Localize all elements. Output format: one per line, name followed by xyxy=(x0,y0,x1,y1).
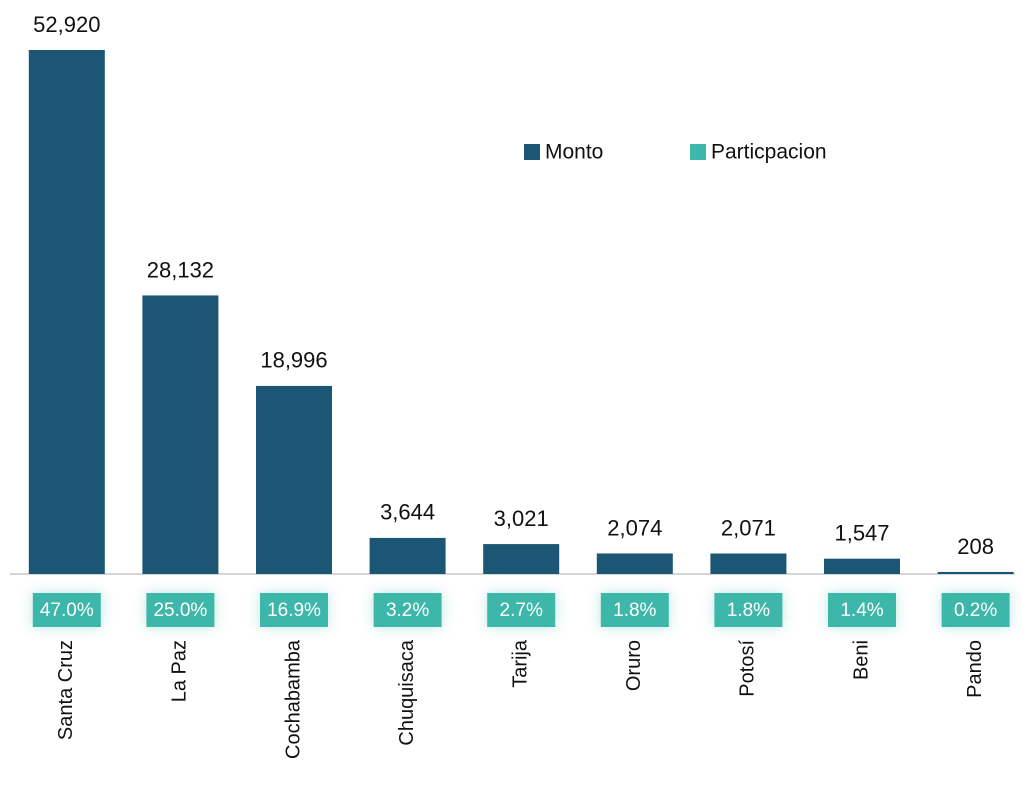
value-label: 52,920 xyxy=(33,12,100,37)
bar xyxy=(596,553,673,574)
share-label: 1.8% xyxy=(727,600,770,621)
value-label: 18,996 xyxy=(260,348,327,373)
bar xyxy=(369,537,446,574)
value-label: 28,132 xyxy=(147,257,214,282)
x-tick-label: Santa Cruz xyxy=(55,640,77,740)
share-label: 2.7% xyxy=(500,600,543,621)
share-box xyxy=(260,593,328,627)
x-tick-label: La Paz xyxy=(169,640,191,702)
legend-label: Particpacion xyxy=(711,141,827,164)
bar xyxy=(256,385,332,574)
share-label: 1.8% xyxy=(613,600,656,621)
x-tick-label: Tarija xyxy=(509,639,531,688)
share-label: 25.0% xyxy=(153,600,207,621)
legend-label: Monto xyxy=(545,141,603,164)
legend-swatch xyxy=(690,144,706,160)
share-label: 1.4% xyxy=(840,600,883,621)
x-tick-label: Chuquisaca xyxy=(396,639,418,746)
x-tick-label: Cochabamba xyxy=(282,639,304,759)
share-box xyxy=(828,593,896,627)
share-box xyxy=(146,593,215,627)
value-label: 2,074 xyxy=(607,515,662,540)
bar xyxy=(483,544,560,574)
legend-swatch xyxy=(524,144,540,160)
share-label: 47.0% xyxy=(40,600,94,621)
bar xyxy=(824,558,900,574)
value-label: 2,071 xyxy=(721,515,776,540)
share-label: 16.9% xyxy=(267,600,321,621)
share-box xyxy=(373,593,442,627)
share-box xyxy=(941,593,1010,627)
x-tick-label: Beni xyxy=(850,640,872,680)
x-tick-label: Oruro xyxy=(623,640,645,691)
value-label: 3,644 xyxy=(380,500,435,525)
bar xyxy=(28,50,105,574)
value-label: 208 xyxy=(957,534,994,559)
share-label: 3.2% xyxy=(386,600,429,621)
share-box xyxy=(487,593,556,627)
value-label: 3,021 xyxy=(494,506,549,531)
bar xyxy=(142,295,219,574)
share-box xyxy=(714,593,783,627)
bar xyxy=(710,553,787,574)
share-label: 0.2% xyxy=(954,600,997,621)
x-tick-label: Pando xyxy=(964,640,986,698)
bar xyxy=(937,571,1014,574)
share-box xyxy=(32,593,101,627)
x-tick-label: Potosí xyxy=(737,640,759,697)
value-label: 1,547 xyxy=(834,520,889,545)
share-box xyxy=(600,593,669,627)
